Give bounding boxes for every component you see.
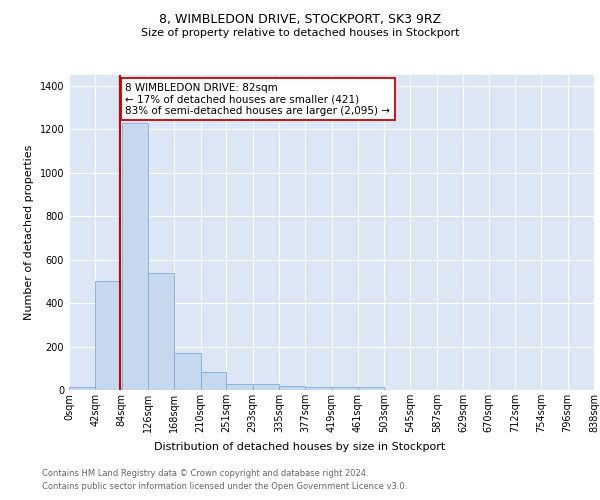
Text: Contains public sector information licensed under the Open Government Licence v3: Contains public sector information licen… <box>42 482 407 491</box>
Bar <box>95 282 122 390</box>
Bar <box>253 384 279 390</box>
Bar <box>174 353 200 390</box>
Bar <box>279 386 305 390</box>
Y-axis label: Number of detached properties: Number of detached properties <box>24 145 34 320</box>
Text: Distribution of detached houses by size in Stockport: Distribution of detached houses by size … <box>154 442 446 452</box>
Text: Size of property relative to detached houses in Stockport: Size of property relative to detached ho… <box>141 28 459 38</box>
Text: 8 WIMBLEDON DRIVE: 82sqm
← 17% of detached houses are smaller (421)
83% of semi-: 8 WIMBLEDON DRIVE: 82sqm ← 17% of detach… <box>125 82 391 116</box>
Bar <box>69 388 95 390</box>
Bar <box>226 384 253 390</box>
Bar <box>358 388 384 390</box>
Bar <box>200 372 226 390</box>
Bar <box>122 123 148 390</box>
Bar <box>305 386 332 390</box>
Text: Contains HM Land Registry data © Crown copyright and database right 2024.: Contains HM Land Registry data © Crown c… <box>42 468 368 477</box>
Bar <box>148 272 174 390</box>
Bar <box>332 388 358 390</box>
Text: 8, WIMBLEDON DRIVE, STOCKPORT, SK3 9RZ: 8, WIMBLEDON DRIVE, STOCKPORT, SK3 9RZ <box>159 12 441 26</box>
